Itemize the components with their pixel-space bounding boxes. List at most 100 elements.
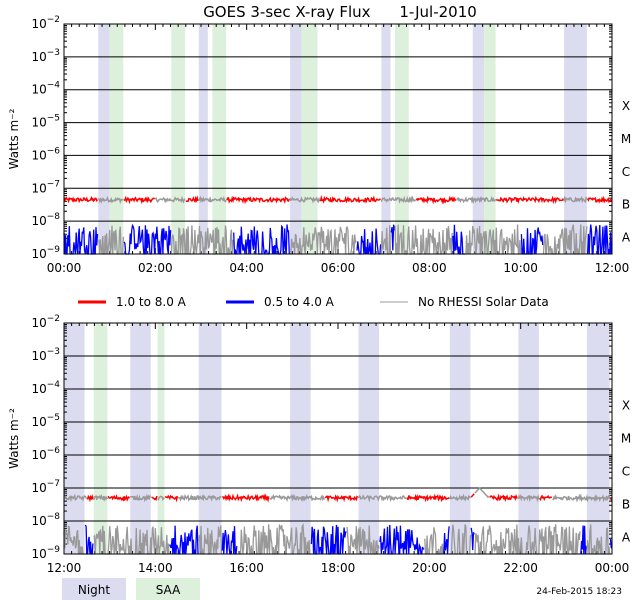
short-channel-series (63, 226, 99, 255)
legend-item: 0.5 to 4.0 A (226, 295, 335, 309)
flare-class-label: X (622, 399, 630, 413)
series-legend: 1.0 to 8.0 A 0.5 to 4.0 A No RHESSI Solar … (78, 295, 549, 309)
flare-class-label: M (621, 132, 631, 146)
saa-band (301, 24, 318, 254)
legend-label: No RHESSI Solar Data (418, 295, 549, 309)
long-channel-series (470, 493, 475, 498)
x-tick-label: 10:00 (503, 261, 538, 275)
flare-class-label: B (622, 498, 630, 512)
y-axis-label: Watts m⁻² (7, 108, 21, 169)
long-channel-series (63, 195, 99, 204)
long-channel-series (489, 493, 518, 502)
short-channel-series (394, 224, 453, 255)
long-channel-series (185, 195, 199, 204)
long-channel-series (164, 494, 179, 503)
y-tick-label: 10−2 (31, 314, 60, 330)
long-channel-series (123, 195, 156, 205)
flare-class-label: M (621, 432, 631, 446)
long-channel-series (198, 195, 227, 204)
region-swatch (62, 578, 126, 600)
short-channel-series (169, 525, 199, 555)
x-tick-label: 20:00 (412, 561, 447, 575)
short-channel-series (424, 527, 444, 555)
short-channel-series (356, 228, 382, 255)
short-channel-series (390, 224, 395, 251)
long-channel-series (269, 493, 326, 503)
y-tick-label: 10−4 (31, 380, 60, 396)
long-channel-series (157, 495, 165, 502)
saa-band (212, 24, 227, 254)
long-channel-series (552, 493, 611, 503)
short-channel-series (233, 224, 290, 255)
x-tick-label: 06:00 (321, 261, 356, 275)
y-tick-label: 10−7 (31, 479, 60, 495)
long-channel-series (130, 493, 151, 503)
y-tick-label: 10−6 (31, 146, 60, 162)
long-channel-series (456, 195, 497, 205)
short-channel-series (98, 225, 125, 255)
flare-class-label: C (622, 465, 630, 479)
y-tick-label: 10−3 (31, 347, 60, 363)
flare-class-label: C (622, 165, 630, 179)
y-axis-label: Watts m⁻² (7, 408, 21, 469)
short-channel-series (443, 526, 450, 555)
y-tick-label: 10−5 (31, 413, 60, 429)
short-channel-series (123, 223, 172, 255)
night-band (358, 323, 380, 554)
short-channel-series (542, 224, 588, 255)
region-swatch (136, 578, 200, 600)
top-panel: 10−9 10−8 10−7 10−6 10−5 10−4 10−3 10−2 00:00 02:… (7, 15, 631, 275)
night-band (198, 24, 208, 254)
legend-item: 1.0 to 8.0 A (78, 295, 187, 309)
legend-label: 1.0 to 8.0 A (116, 295, 187, 309)
short-channel-series (221, 526, 238, 555)
y-tick-label: 10−8 (31, 212, 60, 228)
long-channel-series (586, 195, 613, 204)
night-band (518, 323, 539, 554)
short-channel-series (580, 525, 587, 555)
night-band (586, 323, 610, 554)
short-channel-series (520, 227, 544, 255)
region-legend-item: SAA (136, 578, 200, 600)
y-tick-label: 10−9 (31, 545, 60, 561)
short-channel-series (198, 525, 223, 555)
x-tick-label: 00:00 (595, 561, 630, 575)
long-channel-series (415, 195, 456, 205)
short-channel-series (470, 527, 475, 551)
plot-frame (63, 322, 613, 555)
long-channel-series (324, 494, 359, 503)
region-label: SAA (156, 583, 181, 597)
x-tick-label: 14:00 (138, 561, 173, 575)
long-channel-series (406, 493, 450, 503)
night-band (290, 24, 302, 254)
legend-item: No RHESSI Solar Data (380, 295, 549, 309)
saa-band (93, 323, 108, 554)
title-text: GOES 3-sec X-ray Flux (203, 3, 370, 21)
short-channel-series (452, 224, 466, 255)
saa-band (157, 323, 165, 554)
short-channel-series (474, 524, 581, 555)
flare-class-label: X (622, 99, 630, 113)
region-label: Night (78, 583, 111, 597)
short-channel-series (63, 525, 85, 555)
long-channel-series (563, 195, 588, 204)
y-tick-label: 10−4 (31, 81, 60, 97)
long-channel-series (154, 195, 186, 204)
long-channel-series (97, 195, 124, 205)
short-channel-series (586, 224, 613, 255)
long-channel-series (495, 195, 564, 205)
short-channel-series (346, 525, 380, 555)
bottom-panel: 10−9 10−8 10−7 10−6 10−5 10−4 10−3 10−2 12:00 14:… (7, 314, 631, 575)
night-band (449, 323, 471, 554)
short-channel-series (84, 524, 94, 555)
long-channel-series (319, 194, 381, 204)
night-band (381, 24, 391, 254)
y-tick-label: 10−9 (31, 245, 60, 261)
long-channel-series (517, 493, 540, 503)
flare-class-label: B (622, 198, 630, 212)
y-tick-label: 10−7 (31, 179, 60, 195)
long-channel-series (449, 493, 472, 502)
generated-timestamp: 24-Feb-2015 18:23 (536, 587, 622, 597)
long-channel-series (357, 494, 407, 503)
